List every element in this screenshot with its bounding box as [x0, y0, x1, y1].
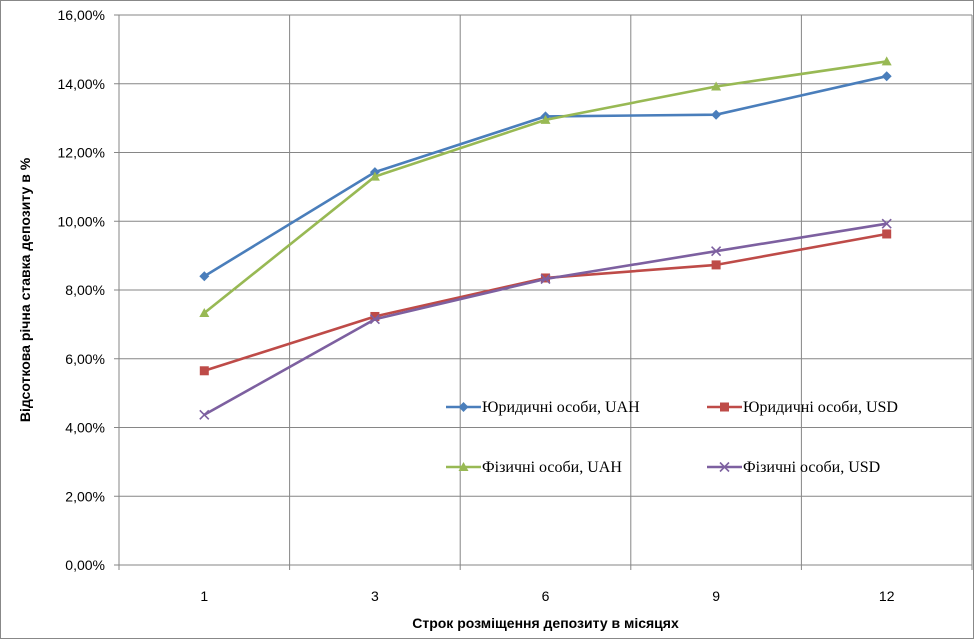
legend-marker — [458, 462, 469, 471]
y-axis-title: Відсоткова річна ставка депозиту в % — [17, 157, 33, 422]
data-point — [711, 246, 722, 257]
legend-marker — [720, 402, 729, 412]
legend-label: Фізичні особи, USD — [743, 459, 880, 476]
legend-marker — [458, 402, 469, 412]
legend-label: Юридичні особи, USD — [743, 399, 898, 416]
y-tick-label: 6,00% — [65, 351, 105, 367]
legend-item-4: Фізичні особи, USD — [707, 459, 880, 476]
series-3 — [199, 56, 892, 318]
data-point — [540, 114, 551, 124]
data-point — [199, 409, 210, 420]
data-point — [711, 260, 721, 270]
axes — [114, 14, 973, 570]
x-axis-title: Строк розміщення депозиту в місяцях — [412, 615, 679, 631]
data-point — [369, 314, 380, 325]
y-tick-label: 8,00% — [65, 282, 105, 298]
y-tick-label: 16,00% — [58, 7, 105, 23]
data-point — [540, 273, 551, 285]
y-tick-label: 12,00% — [58, 145, 105, 161]
data-point — [882, 229, 892, 239]
data-point — [199, 271, 210, 282]
series-4 — [199, 218, 892, 420]
x-tick-label: 6 — [542, 588, 550, 604]
data-point — [711, 81, 722, 91]
y-tick-label: 4,00% — [65, 420, 105, 436]
data-point — [199, 308, 210, 318]
data-point — [881, 56, 892, 66]
x-tick-label: 3 — [371, 588, 379, 604]
gridlines — [119, 14, 973, 566]
y-tick-label: 14,00% — [58, 76, 105, 92]
data-point — [199, 366, 209, 376]
x-tick-label: 1 — [200, 588, 208, 604]
legend-item-1: Юридичні особи, UAH — [446, 399, 640, 416]
legend-item-2: Юридичні особи, USD — [707, 399, 898, 416]
y-tick-label: 2,00% — [65, 488, 105, 504]
x-tick-label: 9 — [712, 588, 720, 604]
legend-label: Юридичні особи, UAH — [482, 399, 640, 416]
y-tick-labels: 0,00% 2,00% 4,00% 6,00% 8,00% 10,00% 12,00% 14,… — [58, 7, 105, 573]
data-point — [881, 218, 892, 229]
y-tick-label: 0,00% — [65, 557, 105, 573]
x-tick-label: 12 — [879, 588, 895, 604]
data-point — [369, 171, 380, 181]
legend-label: Фізичні особи, UAH — [482, 459, 622, 476]
legend: Юридичні особи, UAH Юридичні особи, USD Фі… — [446, 399, 898, 476]
data-point — [711, 109, 722, 120]
x-tick-labels: 1 3 6 9 12 — [200, 588, 894, 604]
y-tick-label: 10,00% — [58, 213, 105, 229]
series-group — [199, 56, 892, 420]
legend-marker — [719, 461, 730, 473]
data-point — [881, 71, 892, 82]
legend-item-3: Фізичні особи, UAH — [446, 459, 622, 476]
data-point — [370, 311, 380, 321]
